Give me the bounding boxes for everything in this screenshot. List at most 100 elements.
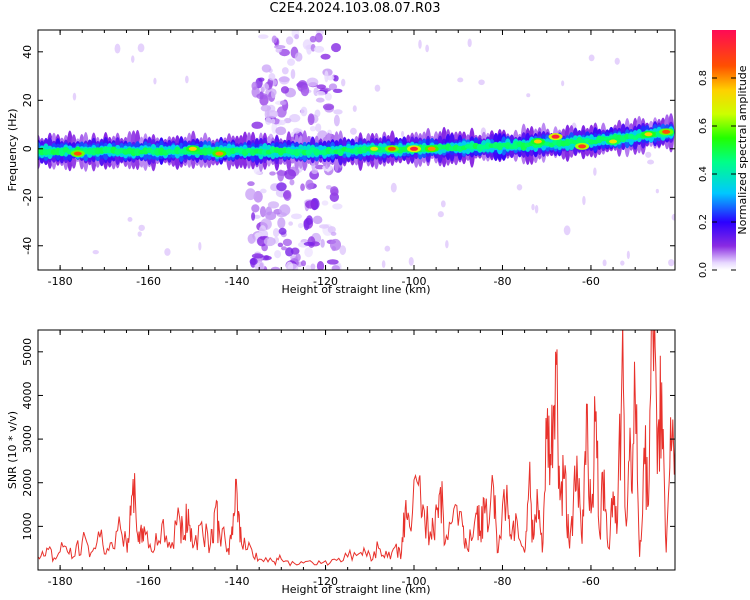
heatmap-noise-cell (516, 184, 523, 191)
heatmap-noise-cell (280, 86, 289, 94)
snr-x-tick-label: -80 (493, 575, 511, 588)
heatmap-noise-cell (267, 201, 280, 209)
heatmap-noise-cell (287, 58, 296, 66)
heatmap-noise-cell (478, 79, 485, 86)
heatmap-noise-cell (381, 260, 386, 268)
heatmap-noise-cell (333, 114, 340, 127)
spectrogram-x-tick-label: -60 (582, 275, 600, 288)
heatmap-noise-cell (114, 43, 121, 54)
heatmap-hotspot (387, 146, 396, 151)
heatmap-noise-cell (290, 68, 296, 80)
colorbar-gradient (712, 30, 736, 270)
heatmap-noise-cell (271, 35, 278, 44)
heatmap-noise-cell (259, 206, 267, 218)
heatmap-noise-cell (315, 123, 322, 132)
heatmap-band-cell (361, 145, 368, 154)
heatmap-noise-cell (251, 204, 260, 213)
heatmap-noise-cell (313, 45, 325, 53)
heatmap-noise-cell (588, 54, 595, 62)
heatmap-noise-cell (332, 75, 339, 82)
heatmap-noise-cell (390, 182, 397, 193)
heatmap-noise-cell (289, 114, 301, 123)
heatmap-noise-cell (645, 151, 652, 158)
heatmap-noise-cell (302, 39, 312, 50)
heatmap-noise-cell (326, 259, 339, 265)
heatmap-noise-cell (265, 206, 273, 216)
heatmap-noise-cell (310, 263, 316, 270)
heatmap-noise-cell (261, 64, 272, 73)
heatmap-noise-cell (264, 109, 270, 120)
heatmap-hotspot (644, 132, 653, 137)
snr-panel: -180 -160 -140 -120 -100 -80 -60 1000 2000 3000 40… (6, 329, 676, 596)
heatmap-noise-cell (281, 246, 287, 251)
heatmap-hotspot (215, 151, 224, 156)
heatmap-noise-cell (305, 200, 316, 209)
heatmap-hotspot (427, 146, 436, 151)
heatmap-noise-cell (277, 217, 286, 229)
spectrogram-x-tick-label: -80 (493, 275, 511, 288)
colorbar-tick-label: 0.8 (698, 70, 709, 86)
heatmap-noise-cell (138, 224, 145, 231)
heatmap-noise-cell (339, 245, 347, 255)
heatmap-noise-cell (309, 35, 317, 43)
snr-x-tick-label: -180 (48, 575, 73, 588)
heatmap-noise-cell (534, 204, 539, 214)
heatmap-noise-cell (303, 241, 315, 246)
heatmap-noise-cell (655, 188, 659, 194)
heatmap-noise-cell (245, 188, 256, 201)
heatmap-noise-cell (563, 225, 571, 236)
heatmap-noise-cell (253, 190, 263, 203)
heatmap-noise-cell (263, 255, 270, 260)
heatmap-noise-cell (285, 36, 294, 45)
heatmap-noise-cell (384, 245, 391, 252)
heatmap-noise-cell (330, 231, 337, 236)
heatmap-noise-cell (270, 118, 276, 125)
heatmap-noise-cell (278, 204, 291, 216)
heatmap-noise-cell (294, 52, 303, 62)
colorbar-label: Normalized spectral amplitude (736, 65, 749, 234)
heatmap-noise-cell (290, 213, 302, 220)
heatmap-noise-cell (278, 227, 287, 235)
heatmap-noise-cell (251, 212, 256, 221)
snr-x-tick-label: -120 (313, 575, 338, 588)
heatmap-noise-cell (300, 84, 310, 97)
heatmap-noise-cell (258, 225, 267, 237)
spectrogram-panel: -180 -160 -140 -120 -100 -80 -60 -40 -20 0 20 40 He… (6, 29, 676, 296)
heatmap-hotspot (410, 146, 419, 151)
heatmap-noise-cell (332, 203, 343, 210)
snr-x-label: Height of straight line (km) (281, 583, 430, 596)
heatmap-noise-cell (593, 167, 597, 176)
snr-axes: -180 -160 -140 -120 -100 -80 -60 1000 2000 3000 40… (21, 330, 675, 588)
heatmap-noise-cell (668, 259, 675, 267)
heatmap-noise-cell (531, 203, 535, 211)
snr-x-tick-label: -100 (402, 575, 427, 588)
heatmap-noise-cell (300, 183, 305, 191)
heatmap-hotspot (551, 134, 560, 139)
heatmap-noise-cell (270, 266, 281, 270)
heatmap-noise-cell (341, 78, 346, 87)
colorbar: 0.0 0.2 0.4 0.6 0.8 Normalized spectral ampl… (698, 30, 749, 278)
heatmap-noise-cell (285, 247, 294, 257)
snr-y-tick-label: 5000 (21, 338, 34, 366)
heatmap-noise-cell (278, 76, 290, 83)
heatmap-noise-cell (312, 215, 323, 225)
heatmap-noise-cell (315, 97, 325, 103)
heatmap-noise-cell (72, 92, 77, 101)
heatmap-noise-cell (300, 106, 308, 117)
heatmap-noise-cell (260, 188, 267, 194)
heatmap-hotspot (188, 146, 197, 151)
spectrogram-y-tick-label: -20 (21, 188, 34, 206)
heatmap-noise-cell (285, 261, 294, 270)
colorbar-tick-label: 0.6 (698, 118, 709, 134)
heatmap-noise-cell (324, 70, 329, 83)
heatmap-noise-cell (647, 159, 655, 165)
heatmap-noise-cell (293, 127, 301, 134)
heatmap-noise-cell (311, 168, 318, 175)
heatmap-noise-cell (247, 233, 256, 244)
heatmap-noise-cell (266, 110, 279, 118)
heatmap-noise-cell (467, 38, 472, 48)
heatmap-noise-cell (671, 213, 675, 221)
heatmap-noise-cell (437, 211, 444, 218)
heatmap-noise-cell (185, 75, 189, 84)
